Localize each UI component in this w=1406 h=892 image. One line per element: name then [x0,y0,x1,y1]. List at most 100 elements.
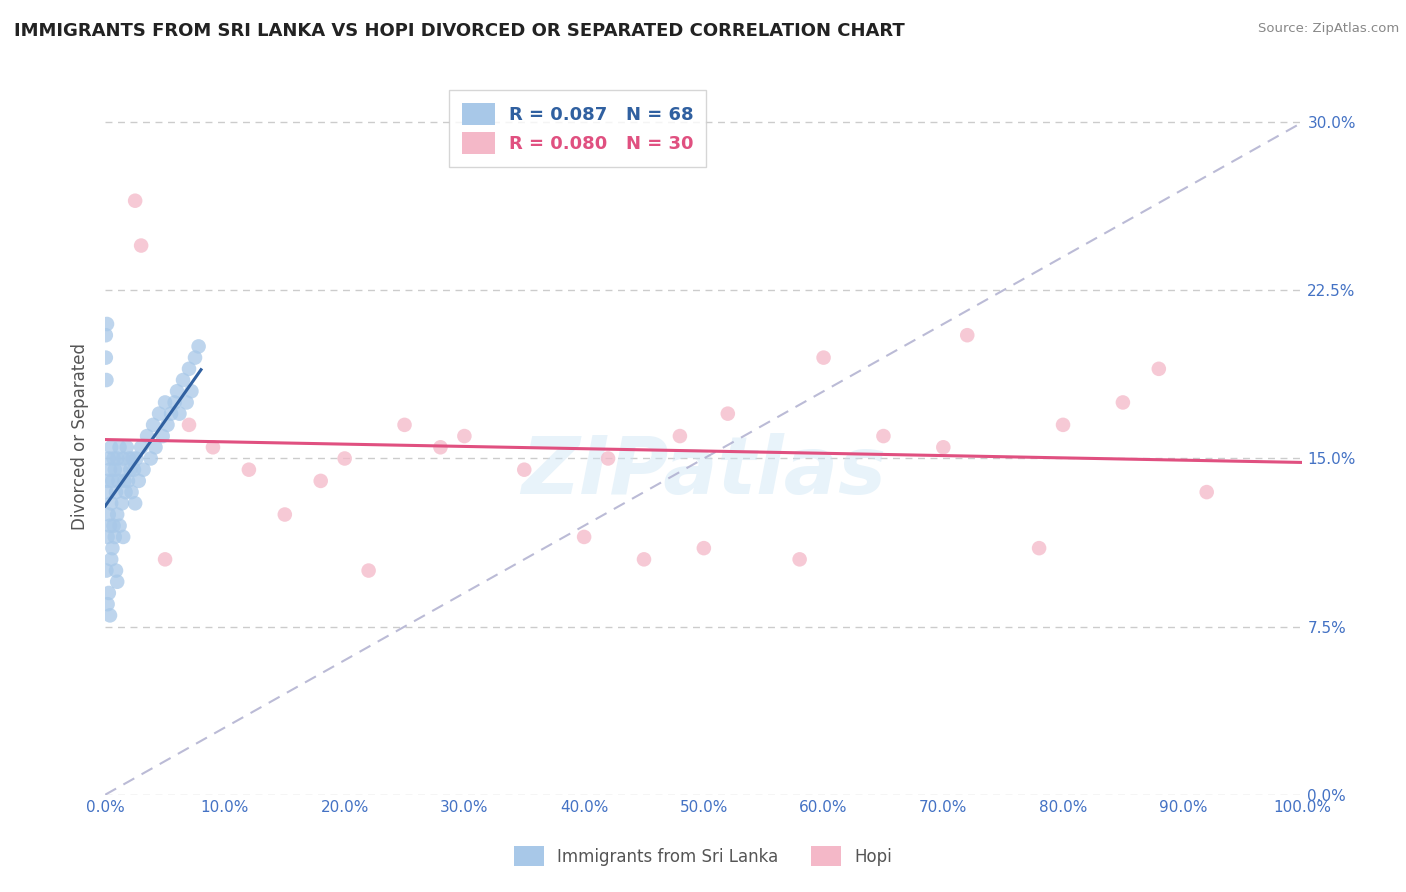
Point [111,496,134,510]
Point [125,451,148,466]
Point [572,530,595,544]
Point [132,463,155,477]
Point [238,463,260,477]
Point [394,417,416,432]
Point [274,508,297,522]
Point [97,597,120,611]
Legend: Immigrants from Sri Lanka, Hopi: Immigrants from Sri Lanka, Hopi [505,838,901,875]
Point [97,530,120,544]
Point [180,384,202,399]
Point [1147,361,1170,376]
Point [108,440,131,454]
Point [148,407,170,421]
Point [112,451,135,466]
Point [142,417,165,432]
Point [117,474,139,488]
Point [94,351,117,365]
Point [103,451,125,466]
Point [333,451,356,466]
Point [129,440,152,454]
Point [357,564,380,578]
Point [124,194,146,208]
Point [789,552,811,566]
Point [693,541,716,556]
Point [97,474,120,488]
Point [101,474,124,488]
Point [139,451,162,466]
Point [163,395,186,409]
Point [513,463,536,477]
Point [153,552,176,566]
Point [1195,485,1218,500]
Point [110,463,132,477]
Point [122,463,145,477]
Point [872,429,894,443]
Point [429,440,451,454]
Point [121,485,143,500]
Point [717,407,740,421]
Point [1028,541,1050,556]
Point [932,440,955,454]
Point [184,351,207,365]
Point [105,574,128,589]
Point [101,541,124,556]
Point [97,451,120,466]
Point [115,440,138,454]
Point [129,238,152,252]
Legend: R = 0.087   N = 68, R = 0.080   N = 30: R = 0.087 N = 68, R = 0.080 N = 30 [450,90,706,167]
Point [1112,395,1135,409]
Point [114,485,136,500]
Point [96,317,118,331]
Point [96,485,118,500]
Point [97,586,120,600]
Point [96,373,118,387]
Point [118,451,141,466]
Point [160,407,183,421]
Point [98,608,121,623]
Point [156,417,179,432]
Point [956,328,979,343]
Point [100,440,122,454]
Point [100,552,122,566]
Point [103,518,125,533]
Point [669,429,692,443]
Point [104,463,127,477]
Point [112,530,135,544]
Point [596,451,619,466]
Point [128,474,150,488]
Point [152,429,174,443]
Point [97,508,120,522]
Point [813,351,835,365]
Point [166,384,188,399]
Text: IMMIGRANTS FROM SRI LANKA VS HOPI DIVORCED OR SEPARATED CORRELATION CHART: IMMIGRANTS FROM SRI LANKA VS HOPI DIVORC… [14,22,905,40]
Point [633,552,655,566]
Point [105,508,128,522]
Point [105,451,128,466]
Point [145,440,167,454]
Text: Source: ZipAtlas.com: Source: ZipAtlas.com [1258,22,1399,36]
Point [108,518,131,533]
Point [201,440,224,454]
Point [96,564,118,578]
Point [121,451,143,466]
Point [98,518,121,533]
Point [177,361,200,376]
Point [124,496,146,510]
Point [104,485,127,500]
Point [120,463,142,477]
Point [104,564,127,578]
Point [104,530,127,544]
Point [177,417,200,432]
Y-axis label: Divorced or Separated: Divorced or Separated [72,343,89,530]
Point [100,496,122,510]
Point [309,474,332,488]
Point [153,395,176,409]
Point [187,339,209,353]
Point [172,373,194,387]
Point [94,328,117,343]
Point [136,429,159,443]
Point [169,407,191,421]
Point [1052,417,1074,432]
Point [176,395,198,409]
Text: ZIPatlas: ZIPatlas [522,433,886,511]
